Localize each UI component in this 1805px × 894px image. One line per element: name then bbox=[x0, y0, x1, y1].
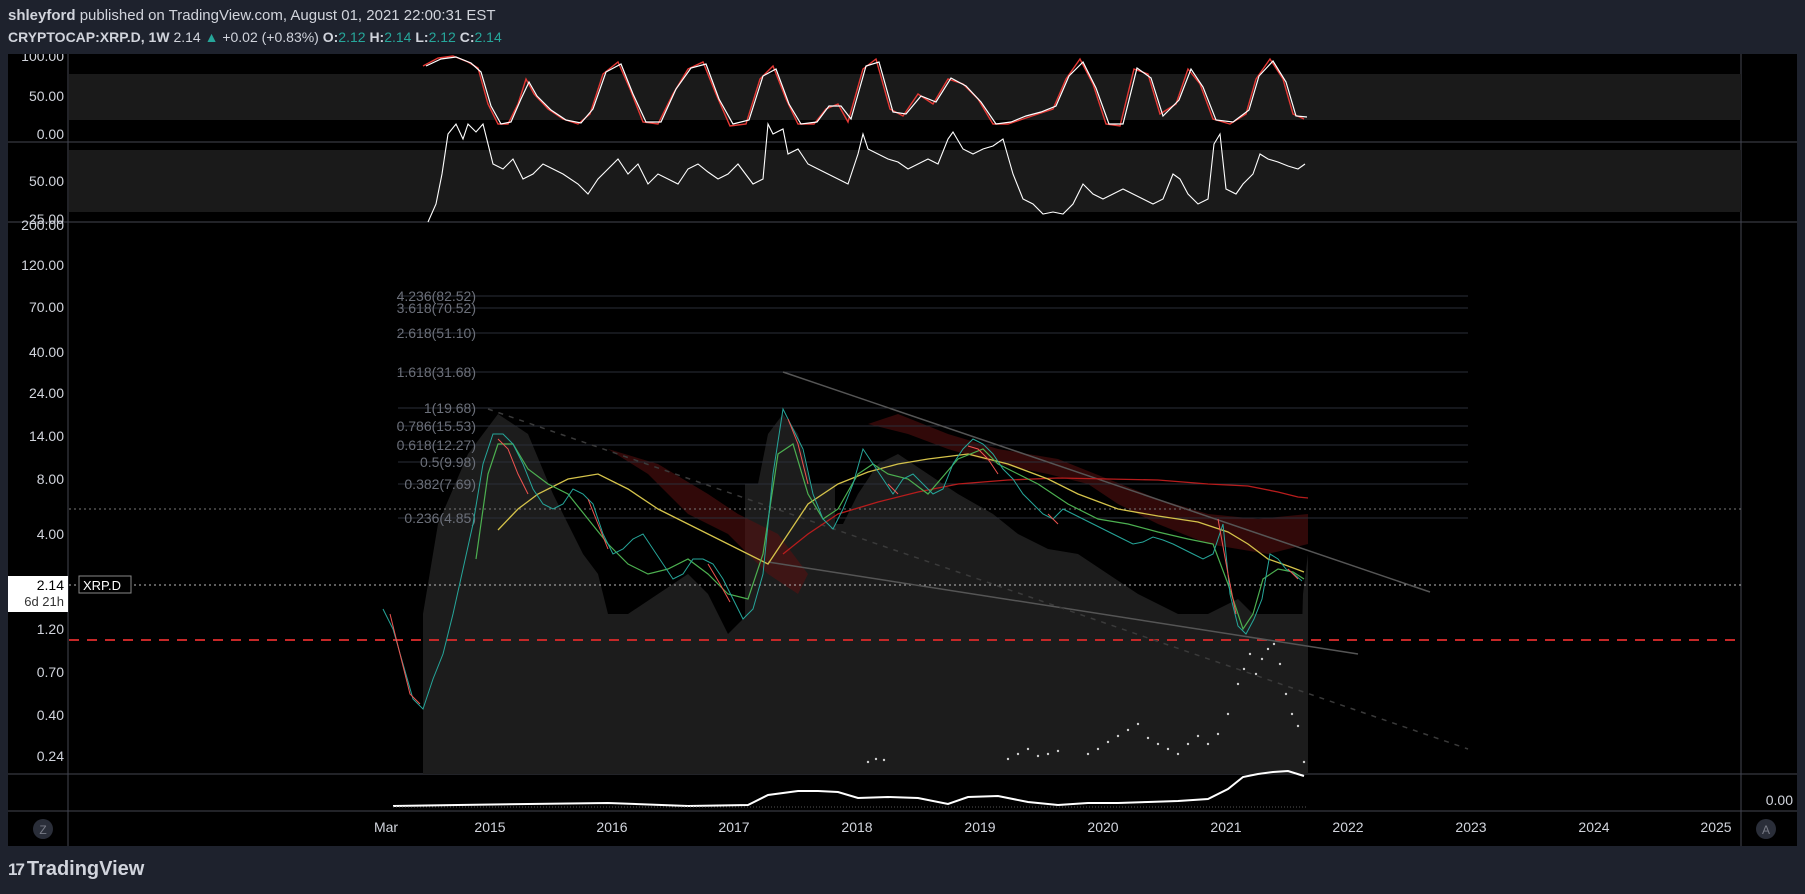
stoch-line-k bbox=[422, 55, 1305, 127]
chart-canvas[interactable]: 100.00 50.00 0.00 50.00 25.00 200.00 120… bbox=[8, 48, 1797, 846]
trend-lines[interactable] bbox=[487, 371, 1469, 750]
symbol-tag: XRP.D bbox=[83, 578, 121, 593]
chart-area[interactable]: 100.00 50.00 0.00 50.00 25.00 200.00 120… bbox=[8, 48, 1797, 846]
time-label: 2018 bbox=[841, 819, 872, 835]
price-label-box[interactable]: 2.14 6d 21h XRP.D bbox=[8, 575, 132, 612]
price-axis[interactable]: 200.00 120.00 70.00 40.00 24.00 14.00 8.… bbox=[21, 217, 64, 764]
osc-top-tick: 0.00 bbox=[37, 126, 64, 142]
fib-label: 4.236(82.52) bbox=[397, 288, 476, 304]
author-name[interactable]: shleyford bbox=[8, 7, 76, 24]
time-label: 2022 bbox=[1332, 819, 1363, 835]
publish-info: shleyford published on TradingView.com, … bbox=[8, 7, 496, 24]
brand-text: TradingView bbox=[26, 858, 145, 880]
published-text: published on TradingView.com, August 01,… bbox=[79, 7, 496, 24]
fib-label: 3.618(70.52) bbox=[397, 300, 476, 316]
osc-top-tick: 50.00 bbox=[29, 88, 64, 104]
price-tick: 14.00 bbox=[29, 428, 64, 444]
change-value: +0.02 (+0.83%) bbox=[222, 29, 319, 45]
price-tick: 40.00 bbox=[29, 344, 64, 360]
fib-label: 0.618(12.27) bbox=[397, 437, 476, 453]
osc-mid-tick: 50.00 bbox=[29, 173, 64, 189]
tradingview-brand[interactable]: 17 TradingView bbox=[8, 858, 144, 881]
osc-top-tick: 100.00 bbox=[21, 54, 64, 64]
close-value: 2.14 bbox=[474, 29, 502, 45]
time-label: 2016 bbox=[596, 819, 627, 835]
stoch-pane[interactable]: 100.00 50.00 0.00 bbox=[21, 48, 1741, 142]
time-label: 2021 bbox=[1210, 819, 1241, 835]
low-label: L: bbox=[415, 29, 429, 45]
svg-text:A: A bbox=[1762, 823, 1770, 837]
fib-label: 0.5(9.98) bbox=[420, 454, 476, 470]
time-label: 2025 bbox=[1700, 819, 1731, 835]
last-price: 2.14 bbox=[173, 29, 201, 45]
time-label: 2023 bbox=[1455, 819, 1486, 835]
time-label: Mar bbox=[374, 819, 398, 835]
fib-label: 0.382(7.69) bbox=[404, 476, 476, 492]
price-series[interactable] bbox=[382, 407, 1303, 710]
time-label: 2024 bbox=[1578, 819, 1609, 835]
stoch-line-d bbox=[425, 56, 1308, 125]
price-tick: 0.24 bbox=[37, 748, 64, 764]
price-label-countdown: 6d 21h bbox=[24, 594, 64, 609]
price-tick: 8.00 bbox=[37, 471, 64, 487]
legend-row: CRYPTOCAP:XRP.D, 1W 2.14 ▲ +0.02 (+0.83%… bbox=[8, 29, 502, 45]
time-axis[interactable]: Mar 2015 2016 2017 2018 2019 2020 2021 2… bbox=[374, 819, 1732, 835]
price-tick: 0.70 bbox=[37, 664, 64, 680]
time-label: 2019 bbox=[964, 819, 995, 835]
close-label: C: bbox=[459, 29, 475, 45]
volume-tick: 0.00 bbox=[1766, 792, 1793, 808]
ma-green bbox=[475, 443, 1305, 631]
dot-indicator bbox=[866, 642, 1306, 764]
z-button[interactable]: Z bbox=[33, 819, 53, 839]
price-tick: 4.00 bbox=[37, 526, 64, 542]
price-tick: 24.00 bbox=[29, 385, 64, 401]
up-arrow-icon: ▲ bbox=[204, 29, 219, 45]
high-value: 2.14 bbox=[384, 29, 412, 45]
low-value: 2.12 bbox=[428, 29, 456, 45]
fib-label: 2.618(51.10) bbox=[397, 325, 476, 341]
fib-label: 1.618(31.68) bbox=[397, 364, 476, 380]
ma-yellow bbox=[497, 453, 1305, 573]
fib-label: 0.786(15.53) bbox=[397, 418, 476, 434]
tradingview-logo-icon: 17 bbox=[8, 860, 25, 879]
symbol-label[interactable]: CRYPTOCAP:XRP.D, 1W bbox=[8, 29, 170, 45]
bottom-indicator-line bbox=[392, 769, 1305, 808]
volatility-band bbox=[423, 414, 1308, 774]
fib-retracement[interactable] bbox=[398, 295, 1468, 519]
price-tick: 120.00 bbox=[21, 257, 64, 273]
price-tick: 200.00 bbox=[21, 217, 64, 233]
price-label-value: 2.14 bbox=[37, 577, 64, 593]
high-label: H: bbox=[369, 29, 385, 45]
price-tick: 1.20 bbox=[37, 621, 64, 637]
fib-label: 0.236(4.85) bbox=[404, 510, 476, 526]
a-button[interactable]: A bbox=[1756, 819, 1776, 839]
time-label: 2015 bbox=[474, 819, 505, 835]
price-tick: 70.00 bbox=[29, 299, 64, 315]
ma-red bbox=[782, 477, 1309, 555]
svg-text:Z: Z bbox=[39, 823, 46, 837]
open-value: 2.12 bbox=[338, 29, 366, 45]
fib-label: 1(19.68) bbox=[424, 400, 476, 416]
time-label: 2020 bbox=[1087, 819, 1118, 835]
rsi-pane[interactable]: 50.00 25.00 bbox=[29, 122, 1741, 227]
rsi-line bbox=[427, 122, 1306, 223]
time-label: 2017 bbox=[718, 819, 749, 835]
osc-mid-tick: 25.00 bbox=[29, 211, 64, 227]
open-label: O: bbox=[322, 29, 339, 45]
price-tick: 0.40 bbox=[37, 707, 64, 723]
